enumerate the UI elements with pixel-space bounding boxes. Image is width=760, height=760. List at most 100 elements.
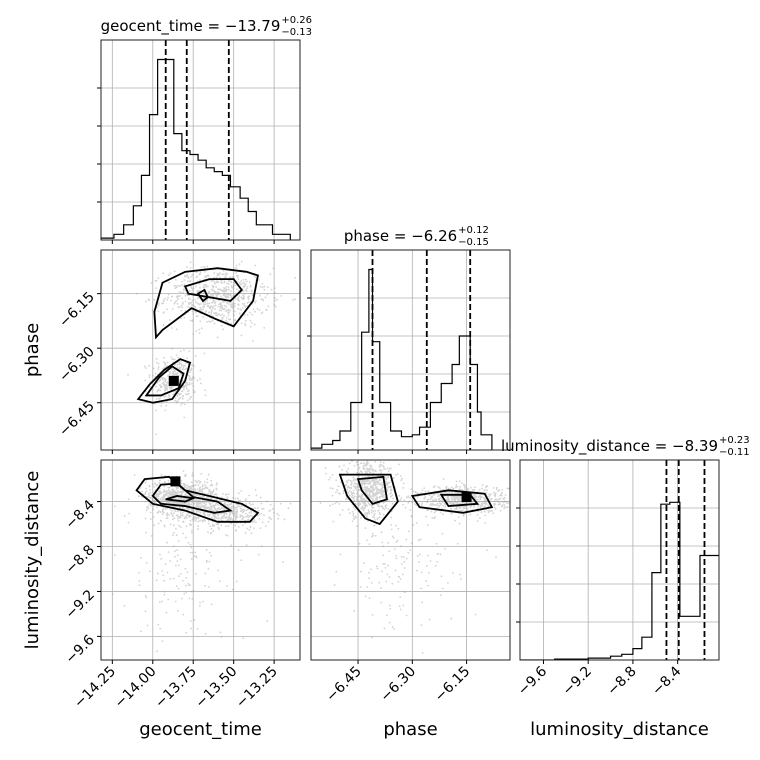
scatter-point xyxy=(348,462,351,465)
scatter-point xyxy=(377,509,380,512)
scatter-point xyxy=(230,280,233,283)
scatter-point xyxy=(358,500,360,503)
scatter-point xyxy=(374,484,377,487)
scatter-point xyxy=(233,512,236,515)
scatter-point xyxy=(451,500,453,503)
scatter-point xyxy=(152,508,155,511)
scatter-point xyxy=(268,516,271,519)
scatter-point xyxy=(273,287,276,289)
scatter-point xyxy=(355,478,358,481)
scatter-point xyxy=(354,515,357,518)
density-contours xyxy=(338,473,494,526)
scatter-point xyxy=(163,579,166,582)
scatter-point xyxy=(464,505,467,508)
scatter-point xyxy=(307,495,309,497)
scatter-point xyxy=(380,490,382,493)
scatter-point xyxy=(237,504,240,507)
scatter-point xyxy=(225,297,228,299)
scatter-point xyxy=(182,503,184,506)
scatter-point xyxy=(160,519,163,522)
scatter-point xyxy=(177,284,180,287)
scatter-point xyxy=(450,501,453,503)
scatter-point xyxy=(361,505,364,508)
scatter-point xyxy=(155,496,158,498)
scatter-point xyxy=(480,502,483,505)
scatter-point xyxy=(369,464,371,467)
scatter-point xyxy=(150,496,153,499)
scatter-point xyxy=(193,510,195,513)
scatter-point xyxy=(214,312,217,315)
scatter-point xyxy=(187,582,190,585)
scatter-point xyxy=(188,303,190,306)
scatter-point xyxy=(400,497,403,499)
scatter-point xyxy=(352,497,355,500)
scatter-point xyxy=(182,368,185,371)
scatter-point xyxy=(175,492,178,495)
scatter-point xyxy=(182,366,185,369)
scatter-point xyxy=(370,511,373,514)
panel-frame xyxy=(100,39,301,241)
scatter-point xyxy=(452,487,455,490)
scatter-point xyxy=(476,513,479,516)
scatter-point xyxy=(374,509,377,512)
scatter-point xyxy=(247,298,250,301)
y-tick-label: −8.4 xyxy=(62,497,97,532)
scatter-point xyxy=(238,281,241,284)
scatter-point xyxy=(171,501,174,503)
scatter-point xyxy=(399,596,402,599)
scatter-point xyxy=(227,505,230,508)
scatter-point xyxy=(211,516,213,519)
scatter-point xyxy=(208,513,211,516)
scatter-point xyxy=(246,286,249,288)
scatter-point xyxy=(187,508,190,511)
scatter-point xyxy=(364,482,366,484)
scatter-point xyxy=(227,292,229,295)
scatter-point xyxy=(184,515,187,518)
scatter-point xyxy=(192,516,195,519)
scatter-point xyxy=(205,284,208,287)
scatter-point xyxy=(375,483,377,486)
scatter-point xyxy=(174,287,177,290)
scatter-point xyxy=(499,503,502,506)
scatter-point xyxy=(261,298,264,301)
scatter-point xyxy=(193,365,196,367)
scatter-point xyxy=(502,501,505,504)
scatter-point xyxy=(177,517,179,520)
scatter-point xyxy=(401,477,403,480)
scatter-point xyxy=(380,469,383,472)
scatter-point xyxy=(156,572,159,575)
scatter-point xyxy=(214,516,217,519)
scatter-point xyxy=(367,488,370,491)
scatter-point xyxy=(193,502,196,504)
scatter-point xyxy=(163,387,166,389)
scatter-point xyxy=(356,497,359,500)
scatter-point xyxy=(152,374,154,377)
scatter-point xyxy=(421,502,424,505)
scatter-point xyxy=(387,486,390,488)
scatter-point xyxy=(365,491,367,494)
scatter-point xyxy=(389,607,392,610)
scatter-point xyxy=(374,470,377,473)
scatter-point xyxy=(239,283,242,286)
scatter-point xyxy=(165,489,168,492)
scatter-point xyxy=(250,321,253,324)
scatter-point xyxy=(200,327,203,330)
scatter-point xyxy=(217,514,219,517)
scatter-point xyxy=(165,389,168,391)
scatter-point xyxy=(512,501,514,503)
scatter-point xyxy=(374,481,377,484)
scatter-point xyxy=(198,308,201,311)
scatter-point xyxy=(165,395,168,398)
scatter-point xyxy=(361,486,364,489)
scatter-point xyxy=(199,502,202,505)
scatter-point xyxy=(212,504,215,507)
scatter-point xyxy=(236,506,239,509)
scatter-point xyxy=(458,497,461,500)
scatter-point xyxy=(226,497,228,500)
scatter-point xyxy=(228,288,230,291)
scatter-point xyxy=(474,486,476,489)
scatter-point xyxy=(472,493,475,496)
scatter-point xyxy=(503,496,506,499)
scatter-point xyxy=(230,507,233,510)
scatter-point xyxy=(198,332,201,335)
